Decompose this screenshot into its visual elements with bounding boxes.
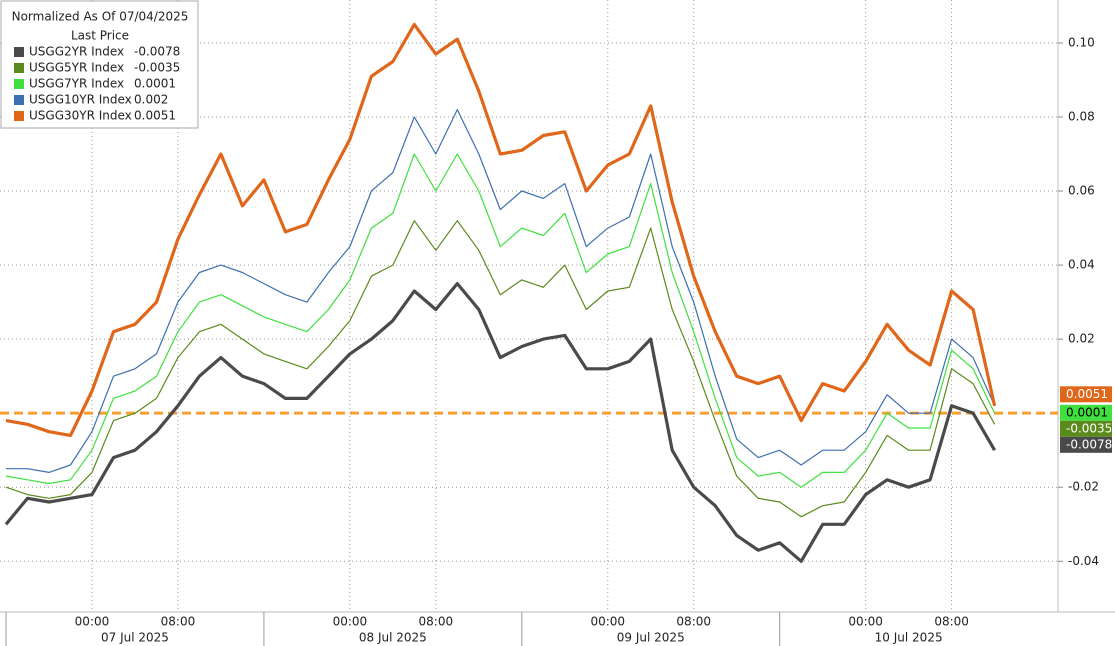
y-tick-label: -0.02 [1068,480,1099,494]
legend-swatch [14,63,24,73]
series-lines [4,22,997,563]
value-tag [1060,404,1112,421]
legend-value: -0.0078 [134,45,180,59]
legend-swatch [14,111,24,121]
y-tick-label: -0.04 [1068,554,1099,568]
legend-box [0,0,199,129]
date-label: 09 Jul 2025 [617,631,685,645]
x-tick-label: 08:00 [934,615,969,629]
legend-swatch [14,47,24,57]
date-label: 10 Jul 2025 [875,631,943,645]
y-tick-label: 0.02 [1068,332,1095,346]
x-tick-label: 00:00 [848,615,883,629]
value-tag [1060,420,1112,437]
series-line [5,153,996,488]
legend-label: USGG30YR Index [29,109,132,123]
date-label: 07 Jul 2025 [101,631,169,645]
legend-label: USGG5YR Index [29,61,124,75]
legend-swatch [14,95,24,105]
legend-subtitle: Last Price [71,29,129,43]
series-line [4,282,996,563]
value-tag-label: 0.0001 [1066,405,1108,419]
legend-label: USGG7YR Index [29,77,124,91]
series-line [6,109,996,473]
legend-label: USGG10YR Index [29,93,132,107]
x-tick-label: 00:00 [75,615,110,629]
y-tick-label: 0.10 [1068,35,1095,49]
series-line [5,22,997,437]
legend-value: 0.0051 [134,109,176,123]
y-tick-label: 0.06 [1068,184,1095,198]
value-tag-label: 0.0051 [1066,387,1108,401]
legend: Normalized As Of 07/04/2025 Last Price U… [0,0,199,129]
value-tag-label: -0.0035 [1066,421,1112,435]
value-tag [1060,436,1112,453]
y-tick-label: 0.08 [1068,109,1095,123]
x-tick-label: 08:00 [676,615,711,629]
last-value-tags: 0.0051 0.0001 -0.0035 -0.0078 [1060,386,1112,453]
y-tick-label: 0.04 [1068,258,1095,272]
legend-value: 0.002 [134,93,168,107]
value-tag [1060,386,1112,403]
value-tag-label: -0.0078 [1066,437,1112,451]
series-line [5,220,996,518]
date-label: 08 Jul 2025 [359,631,427,645]
x-tick-label: 08:00 [161,615,196,629]
x-tick-label: 00:00 [590,615,625,629]
axes: -0.04 -0.02 0.02 0.04 0.06 0.08 0.10 00:00 08:00… [5,35,1099,646]
x-tick-label: 08:00 [419,615,454,629]
legend-value: 0.0001 [134,77,176,91]
legend-swatch [14,79,24,89]
x-tick-label: 00:00 [333,615,368,629]
legend-title: Normalized As Of 07/04/2025 [12,10,189,24]
legend-value: -0.0035 [134,61,180,75]
legend-label: USGG2YR Index [29,45,124,59]
